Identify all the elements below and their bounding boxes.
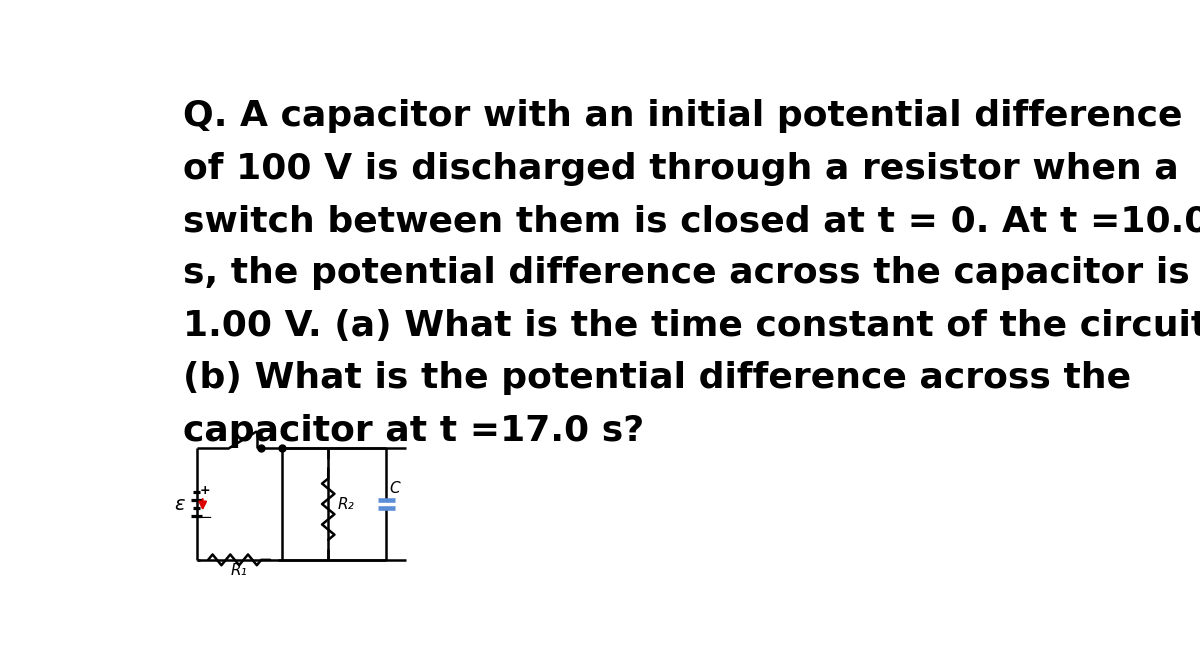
Text: R₁: R₁: [230, 563, 247, 578]
Text: ε: ε: [174, 495, 185, 514]
Text: 1.00 V. (a) What is the time constant of the circuit?: 1.00 V. (a) What is the time constant of…: [182, 309, 1200, 343]
Text: Q. A capacitor with an initial potential difference: Q. A capacitor with an initial potential…: [182, 100, 1182, 134]
Text: R₂: R₂: [337, 496, 354, 512]
Text: −: −: [199, 510, 212, 525]
Text: capacitor at t =17.0 s?: capacitor at t =17.0 s?: [182, 413, 643, 447]
Text: +: +: [199, 483, 210, 496]
Text: of 100 V is discharged through a resistor when a: of 100 V is discharged through a resisto…: [182, 152, 1178, 186]
Text: (b) What is the potential difference across the: (b) What is the potential difference acr…: [182, 361, 1130, 395]
Text: C: C: [390, 481, 400, 496]
Text: s, the potential difference across the capacitor is: s, the potential difference across the c…: [182, 257, 1189, 290]
Text: switch between them is closed at t = 0. At t =10.0: switch between them is closed at t = 0. …: [182, 204, 1200, 238]
